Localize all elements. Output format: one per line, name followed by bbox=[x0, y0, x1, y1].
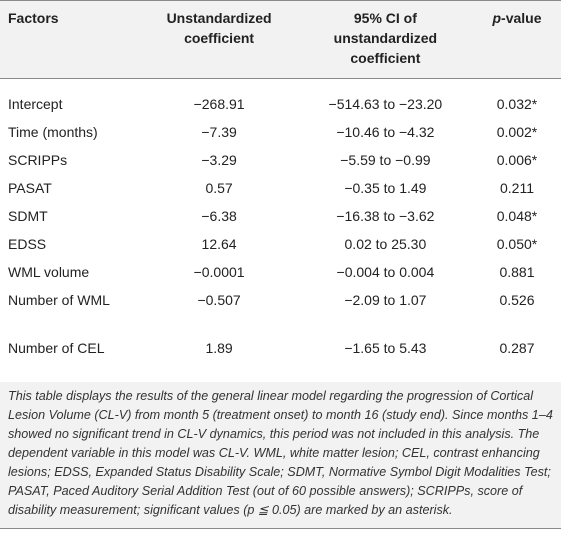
p-value-cell: 0.526 bbox=[499, 292, 535, 308]
ci-cell: 0.02 to 25.30 bbox=[344, 236, 427, 252]
p-value-cell: 0.287 bbox=[473, 334, 561, 389]
ci-cell: −16.38 to −3.62 bbox=[336, 208, 435, 224]
p-value-cell: 0.050* bbox=[496, 236, 538, 252]
table-row: Time (months) −7.39 −10.46 to −4.32 0.00… bbox=[0, 118, 561, 146]
p-value-cell: 0.211 bbox=[500, 180, 534, 196]
factor-cell: Time (months) bbox=[8, 124, 98, 140]
table-row: EDSS 12.64 0.02 to 25.30 0.050* bbox=[0, 230, 561, 258]
table-row: Intercept −268.91 −514.63 to −23.20 0.03… bbox=[0, 79, 561, 119]
ci-cell: −2.09 to 1.07 bbox=[344, 292, 427, 308]
coefficient-cell: −0.0001 bbox=[193, 264, 245, 280]
header-row: Factors Unstandardized coefficient 95% C… bbox=[0, 0, 561, 79]
factor-cell: PASAT bbox=[8, 180, 52, 196]
header-factors: Factors bbox=[0, 0, 141, 79]
table-header: Factors Unstandardized coefficient 95% C… bbox=[0, 0, 561, 79]
table-row: PASAT 0.57 −0.35 to 1.49 0.211 bbox=[0, 174, 561, 202]
coefficient-cell: 0.57 bbox=[205, 180, 233, 196]
results-table: Factors Unstandardized coefficient 95% C… bbox=[0, 0, 561, 389]
table-footnote: This table displays the results of the g… bbox=[0, 382, 561, 529]
factor-cell: WML volume bbox=[8, 264, 90, 280]
p-value-cell: 0.032* bbox=[496, 96, 538, 112]
coefficient-cell: −7.39 bbox=[201, 124, 237, 140]
header-confidence-interval: 95% CI of unstandardized coefficient bbox=[297, 0, 473, 79]
factor-cell: SDMT bbox=[8, 208, 48, 224]
table-row: SDMT −6.38 −16.38 to −3.62 0.048* bbox=[0, 202, 561, 230]
coefficient-cell: 1.89 bbox=[140, 334, 298, 389]
ci-cell: −0.004 to 0.004 bbox=[336, 264, 435, 280]
table-body: Intercept −268.91 −514.63 to −23.20 0.03… bbox=[0, 79, 561, 389]
coefficient-cell: −6.38 bbox=[201, 208, 237, 224]
factor-cell: EDSS bbox=[8, 236, 47, 252]
factor-cell: Number of WML bbox=[8, 292, 110, 308]
coefficient-cell: 12.64 bbox=[201, 236, 237, 252]
ci-cell: −10.46 to −4.32 bbox=[336, 124, 435, 140]
table-row: Number of WML −0.507 −2.09 to 1.07 0.526 bbox=[0, 286, 561, 334]
p-value-cell: 0.006* bbox=[496, 152, 538, 168]
header-p-value: p-value bbox=[473, 0, 561, 79]
ci-cell: −0.35 to 1.49 bbox=[344, 180, 427, 196]
p-value-cell: 0.048* bbox=[496, 208, 538, 224]
table-row: SCRIPPs −3.29 −5.59 to −0.99 0.006* bbox=[0, 146, 561, 174]
table-row: Number of CEL 1.89 −1.65 to 5.43 0.287 bbox=[0, 334, 561, 389]
ci-cell: −514.63 to −23.20 bbox=[328, 96, 443, 112]
ci-cell: −5.59 to −0.99 bbox=[340, 152, 431, 168]
factor-cell: Intercept bbox=[8, 96, 63, 112]
table-row: WML volume −0.0001 −0.004 to 0.004 0.881 bbox=[0, 258, 561, 286]
factor-cell: Number of CEL bbox=[0, 334, 141, 389]
p-value-cell: 0.002* bbox=[496, 124, 538, 140]
p-value-cell: 0.881 bbox=[499, 264, 535, 280]
header-p-italic: p bbox=[492, 10, 502, 26]
header-coefficient: Unstandardized coefficient bbox=[140, 0, 298, 79]
coefficient-cell: −268.91 bbox=[193, 96, 245, 112]
coefficient-cell: −3.29 bbox=[201, 152, 237, 168]
factor-cell: SCRIPPs bbox=[8, 152, 68, 168]
coefficient-cell: −0.507 bbox=[197, 292, 241, 308]
header-p-suffix: -value bbox=[501, 10, 542, 26]
ci-cell: −1.65 to 5.43 bbox=[297, 334, 473, 389]
